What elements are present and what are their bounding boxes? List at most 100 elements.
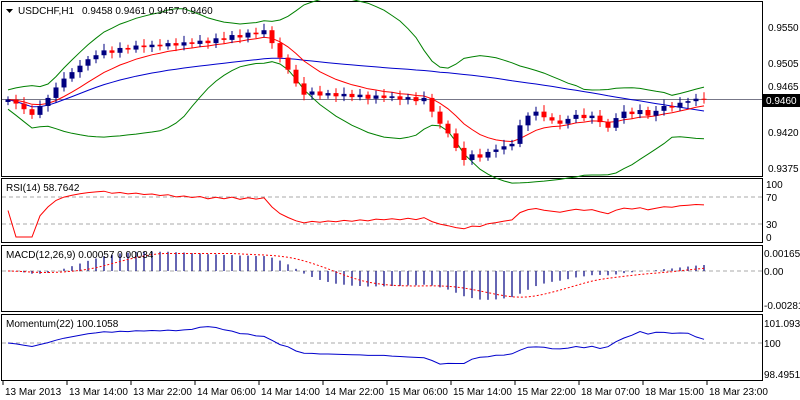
candle-body (189, 42, 195, 44)
candle-body (437, 111, 443, 124)
macd-tick: 0.00 (764, 267, 784, 278)
momentum-tick: 98.4951 (764, 370, 800, 381)
candle-body (597, 115, 603, 123)
candle-body (605, 122, 611, 128)
collapse-triangle-icon[interactable] (6, 9, 13, 13)
time-label: 13 Mar 22:00 (133, 387, 192, 398)
candle-body (549, 117, 555, 121)
candle-body (261, 30, 267, 35)
rsi-label: RSI(14) 58.7642 (6, 183, 80, 194)
time-label: 14 Mar 06:00 (197, 387, 256, 398)
candle-body (357, 94, 363, 98)
candle-body (309, 91, 315, 95)
candle-body (285, 57, 291, 70)
candle-body (421, 97, 427, 102)
candle-body (501, 146, 507, 150)
candle-body (373, 95, 379, 99)
rsi-tick: 100 (766, 180, 783, 191)
time-label: 13 Mar 2013 (5, 387, 62, 398)
candle-body (557, 120, 563, 124)
candle-body (37, 105, 43, 115)
candle-body (661, 105, 667, 111)
candle-body (477, 154, 483, 158)
macd-tick: 0.00165 (764, 249, 800, 260)
candle-body (389, 96, 395, 98)
macd-signal-line (7, 253, 705, 298)
candle-body (21, 103, 27, 110)
time-label: 14 Mar 22:00 (325, 387, 384, 398)
candle-body (325, 93, 331, 96)
candle-body (685, 101, 691, 103)
candle-body (269, 30, 275, 44)
time-label: 15 Mar 22:00 (517, 387, 576, 398)
candle-body (629, 111, 635, 115)
candle-body (589, 115, 595, 119)
candle-body (149, 44, 155, 48)
candle-body (125, 47, 131, 50)
candle-body (621, 111, 627, 119)
candle-body (133, 45, 139, 50)
candle-body (69, 72, 75, 79)
candle-body (277, 43, 283, 58)
candle-body (509, 143, 515, 147)
candle-body (349, 93, 355, 98)
candle-body (565, 118, 571, 124)
candle-body (413, 97, 419, 102)
candle-body (525, 115, 531, 126)
rsi-panel-frame (1, 178, 763, 243)
rsi-tick: 30 (766, 220, 778, 231)
rsi-tick: 70 (766, 193, 778, 204)
momentum-line (7, 326, 705, 365)
time-label: 18 Mar 15:00 (645, 387, 704, 398)
candle-body (445, 123, 451, 134)
candle-body (669, 105, 675, 108)
macd-panel-frame (1, 245, 763, 312)
candle-body (165, 43, 171, 47)
candle-body (517, 125, 523, 144)
candle-body (317, 91, 323, 96)
candle-body (181, 42, 187, 46)
candle-body (493, 149, 499, 152)
candle-body (301, 83, 307, 95)
candle-body (29, 109, 35, 115)
candle-body (205, 40, 211, 44)
candle-body (77, 65, 83, 73)
price-tick: 0.9420 (768, 128, 799, 139)
time-label: 15 Mar 14:00 (453, 387, 512, 398)
candle-body (341, 93, 347, 97)
candle-body (485, 151, 491, 158)
momentum-tick: 100 (764, 339, 781, 350)
time-label: 18 Mar 23:00 (709, 387, 768, 398)
candle-body (581, 114, 587, 119)
bollinger-lower-line (7, 61, 705, 184)
macd-tick: -0.00281 (764, 301, 800, 312)
time-label: 14 Mar 14:00 (261, 387, 320, 398)
candle-body (541, 111, 547, 118)
symbol-header: USDCHF,H1 (18, 6, 75, 17)
current-price-box (762, 94, 800, 107)
bollinger-upper-line (7, 0, 705, 96)
candle-body (653, 110, 659, 116)
candle-body (293, 69, 299, 84)
candle-body (237, 35, 243, 38)
candle-body (533, 111, 539, 116)
momentum-label: Momentum(22) 100.1058 (6, 319, 119, 330)
candle-body (45, 97, 51, 106)
momentum-tick: 101.0934 (764, 319, 800, 330)
candle-body (637, 110, 643, 115)
candle-body (405, 97, 411, 100)
candle-body (245, 32, 251, 38)
macd-label: MACD(12,26,9) 0.00057 0.00034 (6, 250, 154, 261)
candle-body (157, 44, 163, 47)
candle-body (93, 55, 99, 60)
time-label: 18 Mar 07:00 (581, 387, 640, 398)
candle-body (213, 38, 219, 44)
candle-body (117, 47, 123, 53)
candle-body (677, 102, 683, 108)
price-tick: 0.9505 (768, 59, 799, 70)
candle-body (109, 50, 115, 53)
candle-body (197, 40, 203, 44)
ohlc-header: 0.9458 0.9461 0.9457 0.9460 (82, 6, 213, 17)
candle-body (397, 96, 403, 100)
